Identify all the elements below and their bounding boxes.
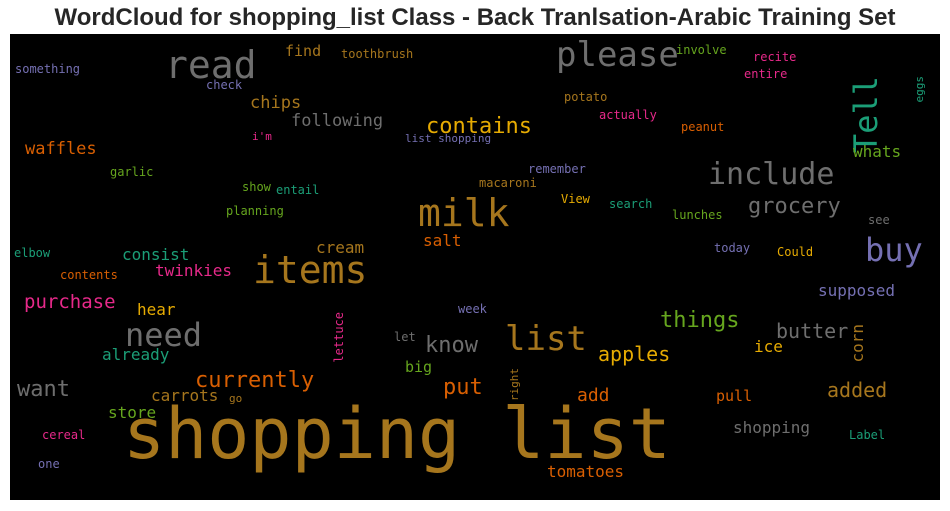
word-add: add — [577, 385, 610, 406]
word-see: see — [868, 213, 890, 227]
word-put: put — [443, 375, 483, 400]
word-consist: consist — [122, 245, 190, 264]
word-items: items — [253, 248, 368, 292]
word-list: list — [505, 319, 587, 359]
word-want: want — [17, 377, 70, 402]
word-know: know — [425, 333, 478, 358]
word-ice: ice — [754, 337, 783, 356]
word-twinkies: twinkies — [155, 261, 233, 280]
word-i-m: i'm — [252, 130, 272, 143]
word-store: store — [108, 403, 157, 422]
word-cream: cream — [316, 238, 365, 257]
word-find: find — [285, 42, 322, 60]
word-contents: contents — [60, 268, 118, 282]
word-recite: recite — [753, 50, 797, 64]
word-label: Label — [849, 428, 886, 442]
word-toothbrush: toothbrush — [341, 47, 414, 61]
word-elbow: elbow — [14, 246, 51, 260]
word-garlic: garlic — [110, 165, 154, 179]
word-list-shopping: list shopping — [405, 132, 492, 145]
word-shopping: shopping — [733, 418, 811, 437]
word-macaroni: macaroni — [479, 176, 537, 190]
word-contains: contains — [426, 114, 532, 139]
word-remember: remember — [528, 162, 586, 176]
word-cereal: cereal — [42, 428, 86, 442]
word-corn: corn — [848, 324, 867, 363]
word-whats: whats — [853, 142, 902, 161]
word-carrots: carrots — [151, 386, 219, 405]
word-entail: entail — [276, 183, 320, 197]
figure-title: WordCloud for shopping_list Class - Back… — [54, 4, 896, 31]
word-involve: involve — [676, 43, 727, 57]
word-planning: planning — [226, 204, 284, 218]
word-supposed: supposed — [818, 281, 896, 300]
word-entire: entire — [744, 67, 788, 81]
word-eggs: eggs — [913, 76, 926, 103]
word-include: include — [708, 157, 835, 192]
word-salt: salt — [423, 231, 462, 250]
word-already: already — [102, 345, 170, 364]
word-need: need — [125, 316, 203, 354]
word-peanut: peanut — [681, 120, 725, 134]
word-actually: actually — [599, 108, 657, 122]
word-potato: potato — [564, 90, 608, 104]
word-read: read — [165, 43, 257, 87]
word-check: check — [206, 78, 243, 92]
word-shopping-list: shopping list — [123, 393, 671, 475]
word-things: things — [660, 308, 740, 333]
word-hear: hear — [137, 300, 176, 319]
word-could: Could — [777, 245, 814, 259]
word-right: right — [508, 368, 521, 402]
word-chips: chips — [250, 93, 302, 113]
word-let: let — [394, 330, 416, 344]
word-currently: currently — [195, 368, 315, 393]
word-big: big — [405, 358, 433, 376]
word-milk: milk — [418, 191, 510, 235]
word-buy: buy — [865, 231, 923, 269]
word-tomatoes: tomatoes — [547, 462, 625, 481]
word-waffles: waffles — [25, 139, 97, 159]
word-lettuce: lettuce — [332, 312, 346, 363]
word-cloud: shopping list items milk read please list need… — [10, 34, 940, 500]
word-view: View — [561, 192, 590, 206]
word-one: one — [38, 457, 60, 471]
word-go: go — [229, 392, 243, 405]
word-today: today — [714, 241, 751, 255]
word-show: show — [242, 180, 271, 194]
word-please: please — [556, 35, 679, 75]
word-something: something — [15, 62, 81, 76]
word-lunches: lunches — [672, 208, 723, 222]
word-following: following — [291, 111, 384, 131]
word-pull: pull — [716, 387, 753, 405]
word-purchase: purchase — [24, 291, 116, 313]
word-butter: butter — [776, 319, 849, 343]
word-week: week — [458, 302, 487, 316]
word-added: added — [827, 378, 888, 402]
word-search: search — [609, 197, 653, 211]
word-grocery: grocery — [748, 194, 841, 219]
word-apples: apples — [598, 342, 671, 366]
